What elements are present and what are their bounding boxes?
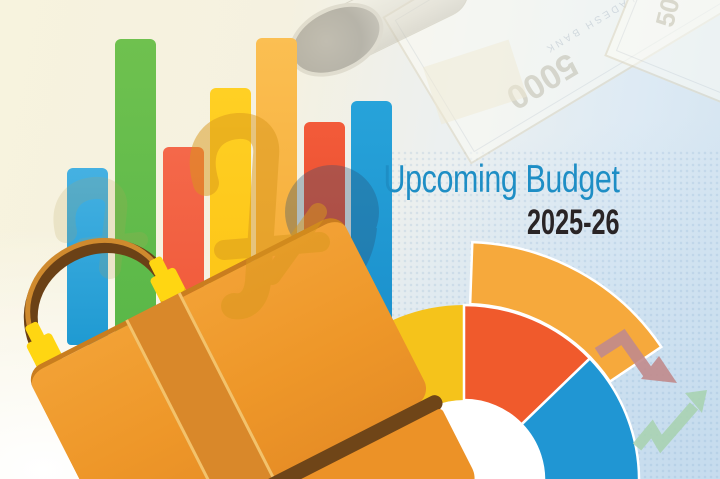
rolled-banknote-end: [276, 0, 396, 92]
headline-title: Upcoming Budget: [384, 158, 620, 201]
briefcase: [0, 134, 647, 479]
briefcase-handle: [23, 237, 172, 351]
headline-block: Upcoming Budget 2025-26: [317, 158, 620, 243]
growth-arrow-icon: [632, 390, 707, 454]
headline-fiscal-year: 2025-26: [527, 203, 620, 242]
